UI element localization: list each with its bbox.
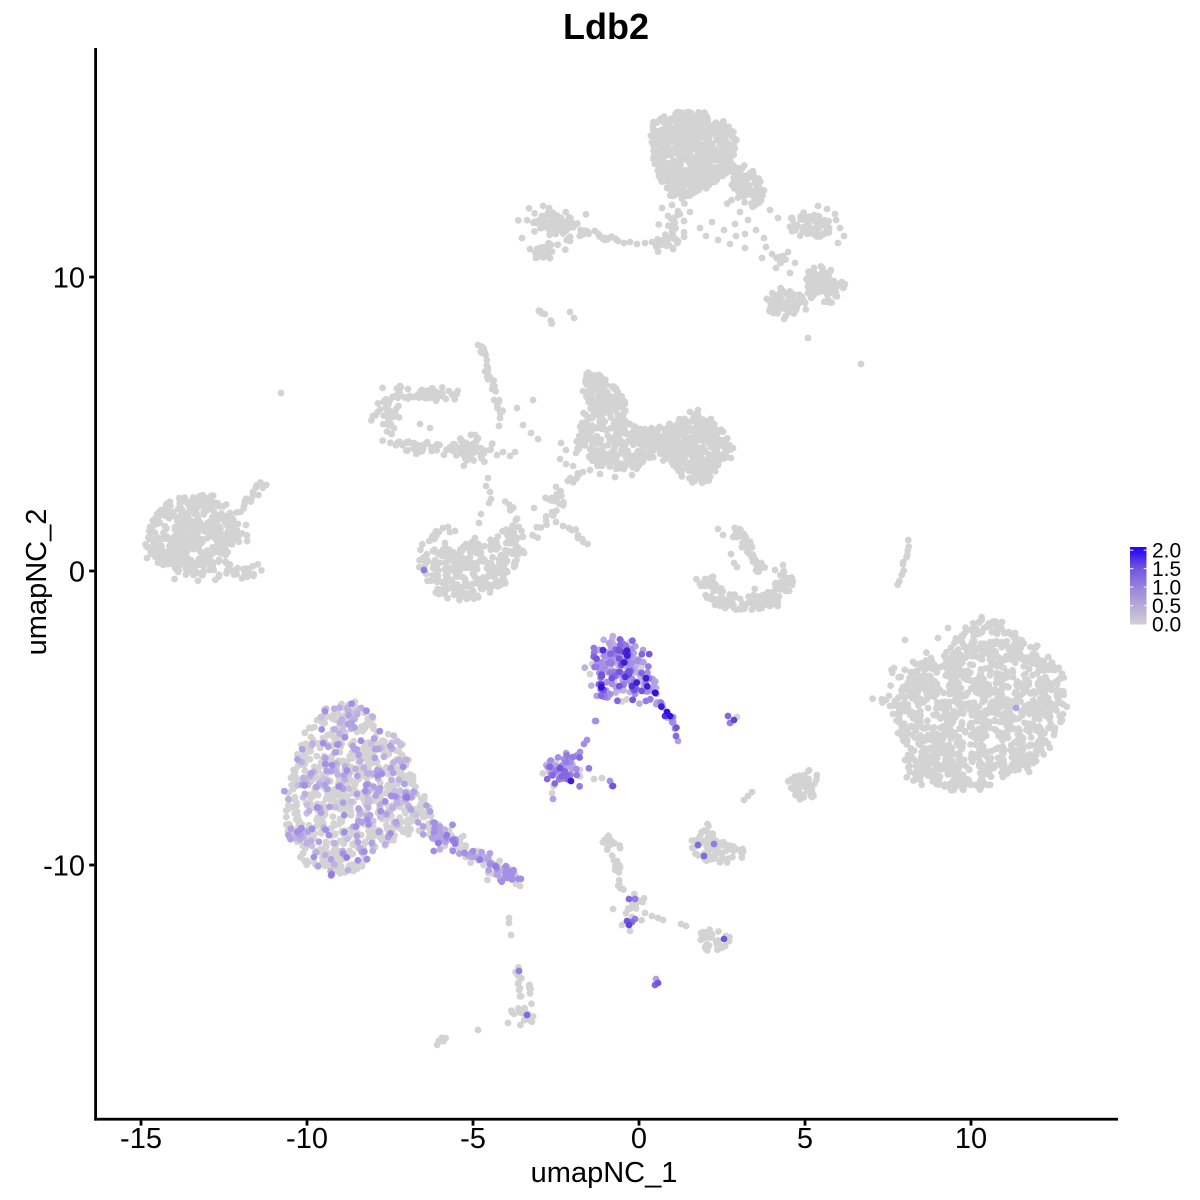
svg-text:1.5: 1.5	[1152, 558, 1181, 581]
svg-text:Ldb2: Ldb2	[563, 6, 649, 47]
svg-text:0.5: 0.5	[1152, 595, 1181, 618]
svg-text:umapNC_1: umapNC_1	[531, 1157, 678, 1189]
svg-text:10: 10	[53, 263, 85, 295]
svg-text:-15: -15	[120, 1123, 162, 1155]
svg-text:-10: -10	[43, 851, 85, 883]
svg-text:2.0: 2.0	[1152, 540, 1181, 563]
svg-text:-5: -5	[460, 1123, 486, 1155]
svg-text:0: 0	[69, 557, 85, 589]
svg-text:5: 5	[797, 1123, 813, 1155]
svg-text:10: 10	[955, 1123, 987, 1155]
svg-text:-10: -10	[286, 1123, 328, 1155]
svg-text:0: 0	[631, 1123, 647, 1155]
svg-text:1.0: 1.0	[1152, 577, 1181, 600]
svg-text:umapNC_2: umapNC_2	[21, 509, 53, 656]
svg-text:0.0: 0.0	[1152, 614, 1181, 637]
